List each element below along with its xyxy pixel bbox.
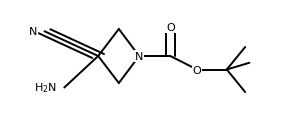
Text: N: N (135, 52, 143, 61)
Text: O: O (193, 65, 201, 75)
Text: H$_2$N: H$_2$N (34, 81, 57, 95)
Text: O: O (166, 22, 175, 32)
Text: N: N (29, 27, 37, 37)
